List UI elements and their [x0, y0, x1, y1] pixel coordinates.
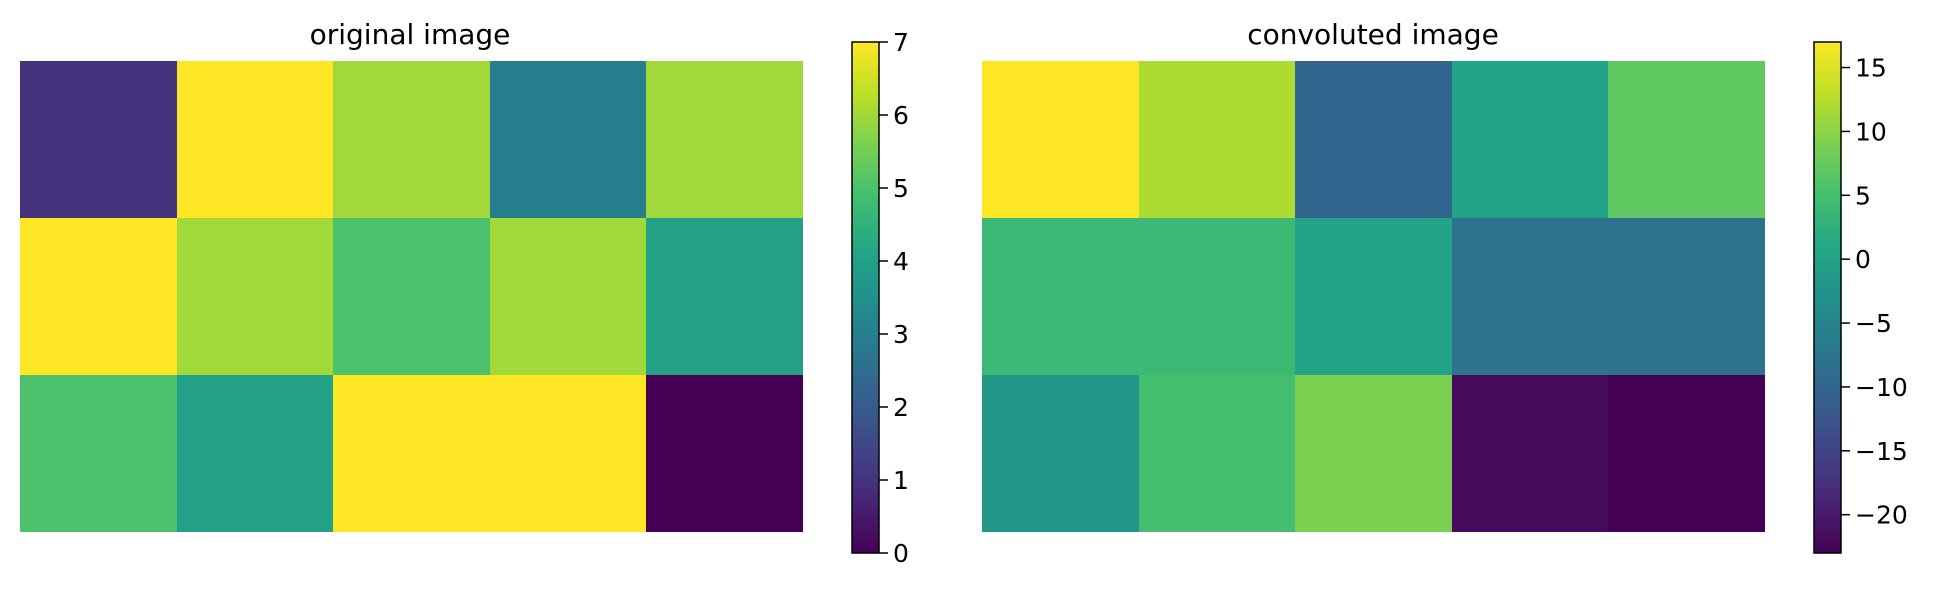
heatmap-cell-r2-c4: [1608, 375, 1765, 532]
colorbar-gradient: [1814, 42, 1841, 553]
original-image-title: original image: [310, 18, 511, 51]
heatmap-cell-r1-c0: [20, 218, 177, 375]
heatmap-cell-r2-c3: [490, 375, 646, 532]
heatmap-cell-r0-c1: [1139, 61, 1295, 218]
heatmap-cell-r0-c3: [490, 61, 646, 218]
colorbar-tick-label: 5: [893, 174, 909, 203]
heatmap-cell-r1-c4: [1608, 218, 1765, 375]
colorbar-frame: [851, 41, 880, 554]
heatmap-cell-r0-c2: [1295, 61, 1452, 218]
colorbar-tick-label: 5: [1855, 181, 1871, 210]
heatmap-cell-r1-c3: [1452, 218, 1608, 375]
heatmap-cell-r0-c4: [1608, 61, 1765, 218]
heatmap-cell-r0-c2: [333, 61, 490, 218]
heatmap-cell-r1-c4: [646, 218, 803, 375]
heatmap-cell-r2-c0: [20, 375, 177, 532]
heatmap-cell-r0-c0: [20, 61, 177, 218]
colorbar-tick-label: 3: [893, 320, 909, 349]
colorbar-tick-label: 1: [893, 466, 909, 495]
heatmap-cell-r0-c3: [1452, 61, 1608, 218]
colorbar-tick-label: −20: [1855, 501, 1908, 530]
convoluted-image-panel: convoluted image −20 −15 −10 −5 0 5 10 15: [982, 18, 1908, 554]
heatmap-cell-r2-c0: [982, 375, 1139, 532]
heatmap-cell-r2-c2: [1295, 375, 1452, 532]
heatmap-cell-r1-c0: [982, 218, 1139, 375]
heatmap-cell-r2-c1: [177, 375, 333, 532]
colorbar-tick-label: 0: [1855, 245, 1871, 274]
heatmap-cell-r2-c2: [333, 375, 490, 532]
heatmap-cell-r2-c1: [1139, 375, 1295, 532]
colorbar-tick-label: 4: [893, 247, 909, 276]
colorbar-tick-label: 15: [1855, 54, 1887, 83]
colorbar-gradient: [852, 42, 879, 553]
convoluted-image-heatmap: [982, 61, 1765, 532]
colorbar-tick-label: −10: [1855, 373, 1908, 402]
colorbar-tick-label: 7: [893, 28, 909, 57]
colorbar-tick-label: −15: [1855, 437, 1908, 466]
heatmap-cell-r1-c2: [1295, 218, 1452, 375]
heatmap-cell-r0-c1: [177, 61, 333, 218]
heatmap-cell-r0-c4: [646, 61, 803, 218]
convoluted-image-colorbar: −20 −15 −10 −5 0 5 10 15: [1813, 41, 1908, 554]
heatmap-cell-r2-c3: [1452, 375, 1608, 532]
heatmap-cell-r1-c1: [177, 218, 333, 375]
convoluted-image-title: convoluted image: [1247, 18, 1499, 51]
colorbar-tick-label: −5: [1855, 309, 1892, 338]
original-image-heatmap: [20, 61, 803, 532]
colorbar-tick-label: 2: [893, 393, 909, 422]
colorbar-frame: [1813, 41, 1842, 554]
original-image-panel: original image 0 1 2 3 4 5 6 7: [20, 18, 909, 568]
heatmap-cell-r1-c3: [490, 218, 646, 375]
heatmap-cell-r0-c0: [982, 61, 1139, 218]
colorbar-tick-label: 0: [893, 539, 909, 568]
colorbar-tick-label: 6: [893, 101, 909, 130]
colorbar-tick-label: 10: [1855, 117, 1887, 146]
original-image-colorbar: 0 1 2 3 4 5 6 7: [851, 28, 909, 568]
heatmap-cell-r1-c2: [333, 218, 490, 375]
heatmap-cell-r2-c4: [646, 375, 803, 532]
heatmap-cell-r1-c1: [1139, 218, 1295, 375]
